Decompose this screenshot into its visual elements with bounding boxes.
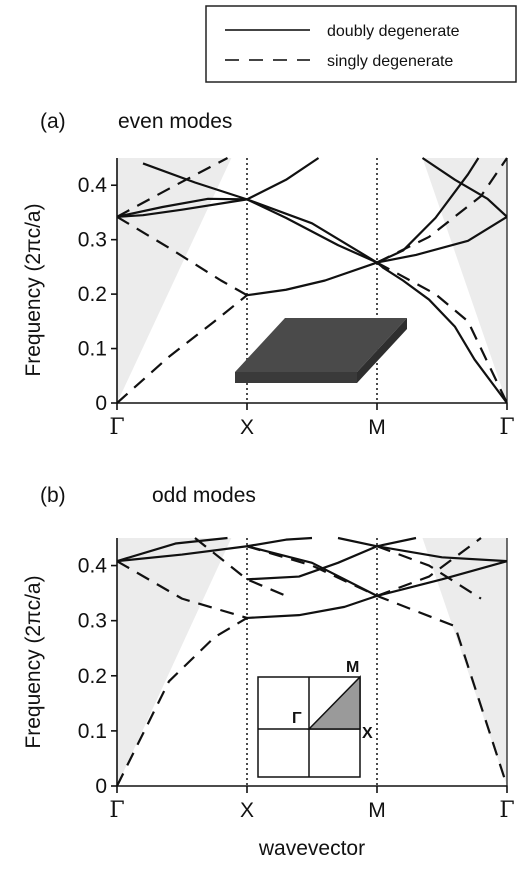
- panel-b-band-7-dashed: [116, 560, 248, 619]
- panel-b-ytick-label-4: 0.4: [78, 555, 108, 578]
- panel-b-band-8-dashed: [194, 537, 287, 597]
- panel-b-title: odd modes: [152, 484, 256, 507]
- panel-a-band-2-solid: [142, 157, 320, 201]
- panel-a-band-0-solid: [116, 198, 508, 264]
- brillouin-zone-inset: Γ X M: [257, 659, 373, 778]
- panel-b-band-10-dashed: [376, 537, 482, 597]
- panel-b-xtick-label-1: X: [240, 799, 254, 822]
- panel-a-title: even modes: [118, 110, 232, 133]
- legend: doubly degenerate singly degenerate: [205, 5, 517, 83]
- panel-a-ytick-label-4: 0.4: [78, 174, 108, 197]
- panel-a-band-4-solid: [421, 157, 508, 218]
- panel-b-band-2-solid: [246, 545, 508, 581]
- panel-b-xtick-label-3: Γ: [499, 798, 514, 823]
- panel-b: (b) odd modes Frequency (2πc/a) 00.10.20…: [22, 484, 515, 823]
- panel-b-white-region: [117, 538, 507, 786]
- panel-b-xtick-label-0: Γ: [109, 798, 124, 823]
- panel-a-band-9-dashed: [116, 157, 229, 218]
- panel-b-band-4-solid: [246, 536, 313, 548]
- panel-a-white-region: [117, 158, 507, 403]
- panel-a-ytick-label-2: 0.2: [78, 283, 107, 306]
- panel-a-plot: 0 0.1 0.2 0.3 0.4 Γ X M Γ: [78, 157, 515, 440]
- panel-b-band-3-solid: [246, 594, 378, 620]
- panel-b-xtick-label-2: M: [368, 799, 386, 822]
- panel-a-label: (a): [40, 110, 66, 133]
- x-axis-title: wavevector: [258, 837, 365, 860]
- slab-side-face: [357, 318, 407, 383]
- panel-b-band-11-dashed: [376, 545, 482, 600]
- panel-b-ytick-label-0: 0: [95, 775, 107, 798]
- panel-a-band-7-dashed: [116, 294, 248, 404]
- panel-a-band-6-solid: [246, 261, 378, 297]
- panel-a-band-5-solid: [376, 261, 508, 404]
- slab-inset: [235, 318, 407, 383]
- panel-a-ylabel: Frequency (2πc/a): [22, 203, 45, 376]
- panel-a-light-cone: [117, 158, 507, 403]
- legend-solid-label: doubly degenerate: [327, 23, 460, 40]
- panel-b-band-0-solid: [116, 545, 508, 597]
- bz-x-label: X: [362, 725, 373, 742]
- panel-a-band-11-dashed: [376, 261, 508, 404]
- panel-a-ytick-label-0: 0: [95, 392, 107, 415]
- panel-a-ytick-label-3: 0.3: [78, 229, 107, 252]
- panel-b-label: (b): [40, 484, 66, 507]
- bz-irreducible-wedge: [307, 675, 361, 730]
- panel-b-plot: 0 0.1 0.2 0.3 0.4 Γ X M Γ: [78, 536, 515, 823]
- panel-b-ytick-label-3: 0.3: [78, 610, 107, 633]
- panel-a-xtick-label-3: Γ: [499, 415, 514, 440]
- slab-front-face: [235, 372, 357, 383]
- panel-a-xtick-label-2: M: [368, 416, 386, 439]
- bz-m-label: M: [346, 659, 359, 676]
- panel-a: (a) even modes Frequency (2πc/a) 0 0.1 0.2…: [22, 110, 515, 440]
- panel-b-ytick-label-2: 0.2: [78, 665, 107, 688]
- panel-a-ytick-label-1: 0.1: [78, 338, 107, 361]
- panel-a-band-8-dashed: [116, 215, 248, 297]
- panel-b-band-6-dashed: [116, 616, 248, 787]
- panel-b-band-1-solid: [116, 536, 228, 563]
- panel-b-ytick-label-1: 0.1: [78, 720, 107, 743]
- panel-a-xtick-label-0: Γ: [109, 415, 124, 440]
- bz-gamma-label: Γ: [292, 710, 302, 727]
- slab-top-face: [235, 318, 407, 372]
- panel-a-band-3-solid: [376, 157, 480, 264]
- panel-b-light-cone: [117, 538, 507, 786]
- panel-a-band-10-dashed: [376, 157, 508, 264]
- legend-frame: [205, 5, 517, 83]
- legend-dashed-label: singly degenerate: [327, 53, 453, 70]
- panel-a-xtick-label-1: X: [240, 416, 254, 439]
- panel-b-ylabel: Frequency (2πc/a): [22, 575, 45, 748]
- panel-a-band-1-solid: [116, 197, 378, 264]
